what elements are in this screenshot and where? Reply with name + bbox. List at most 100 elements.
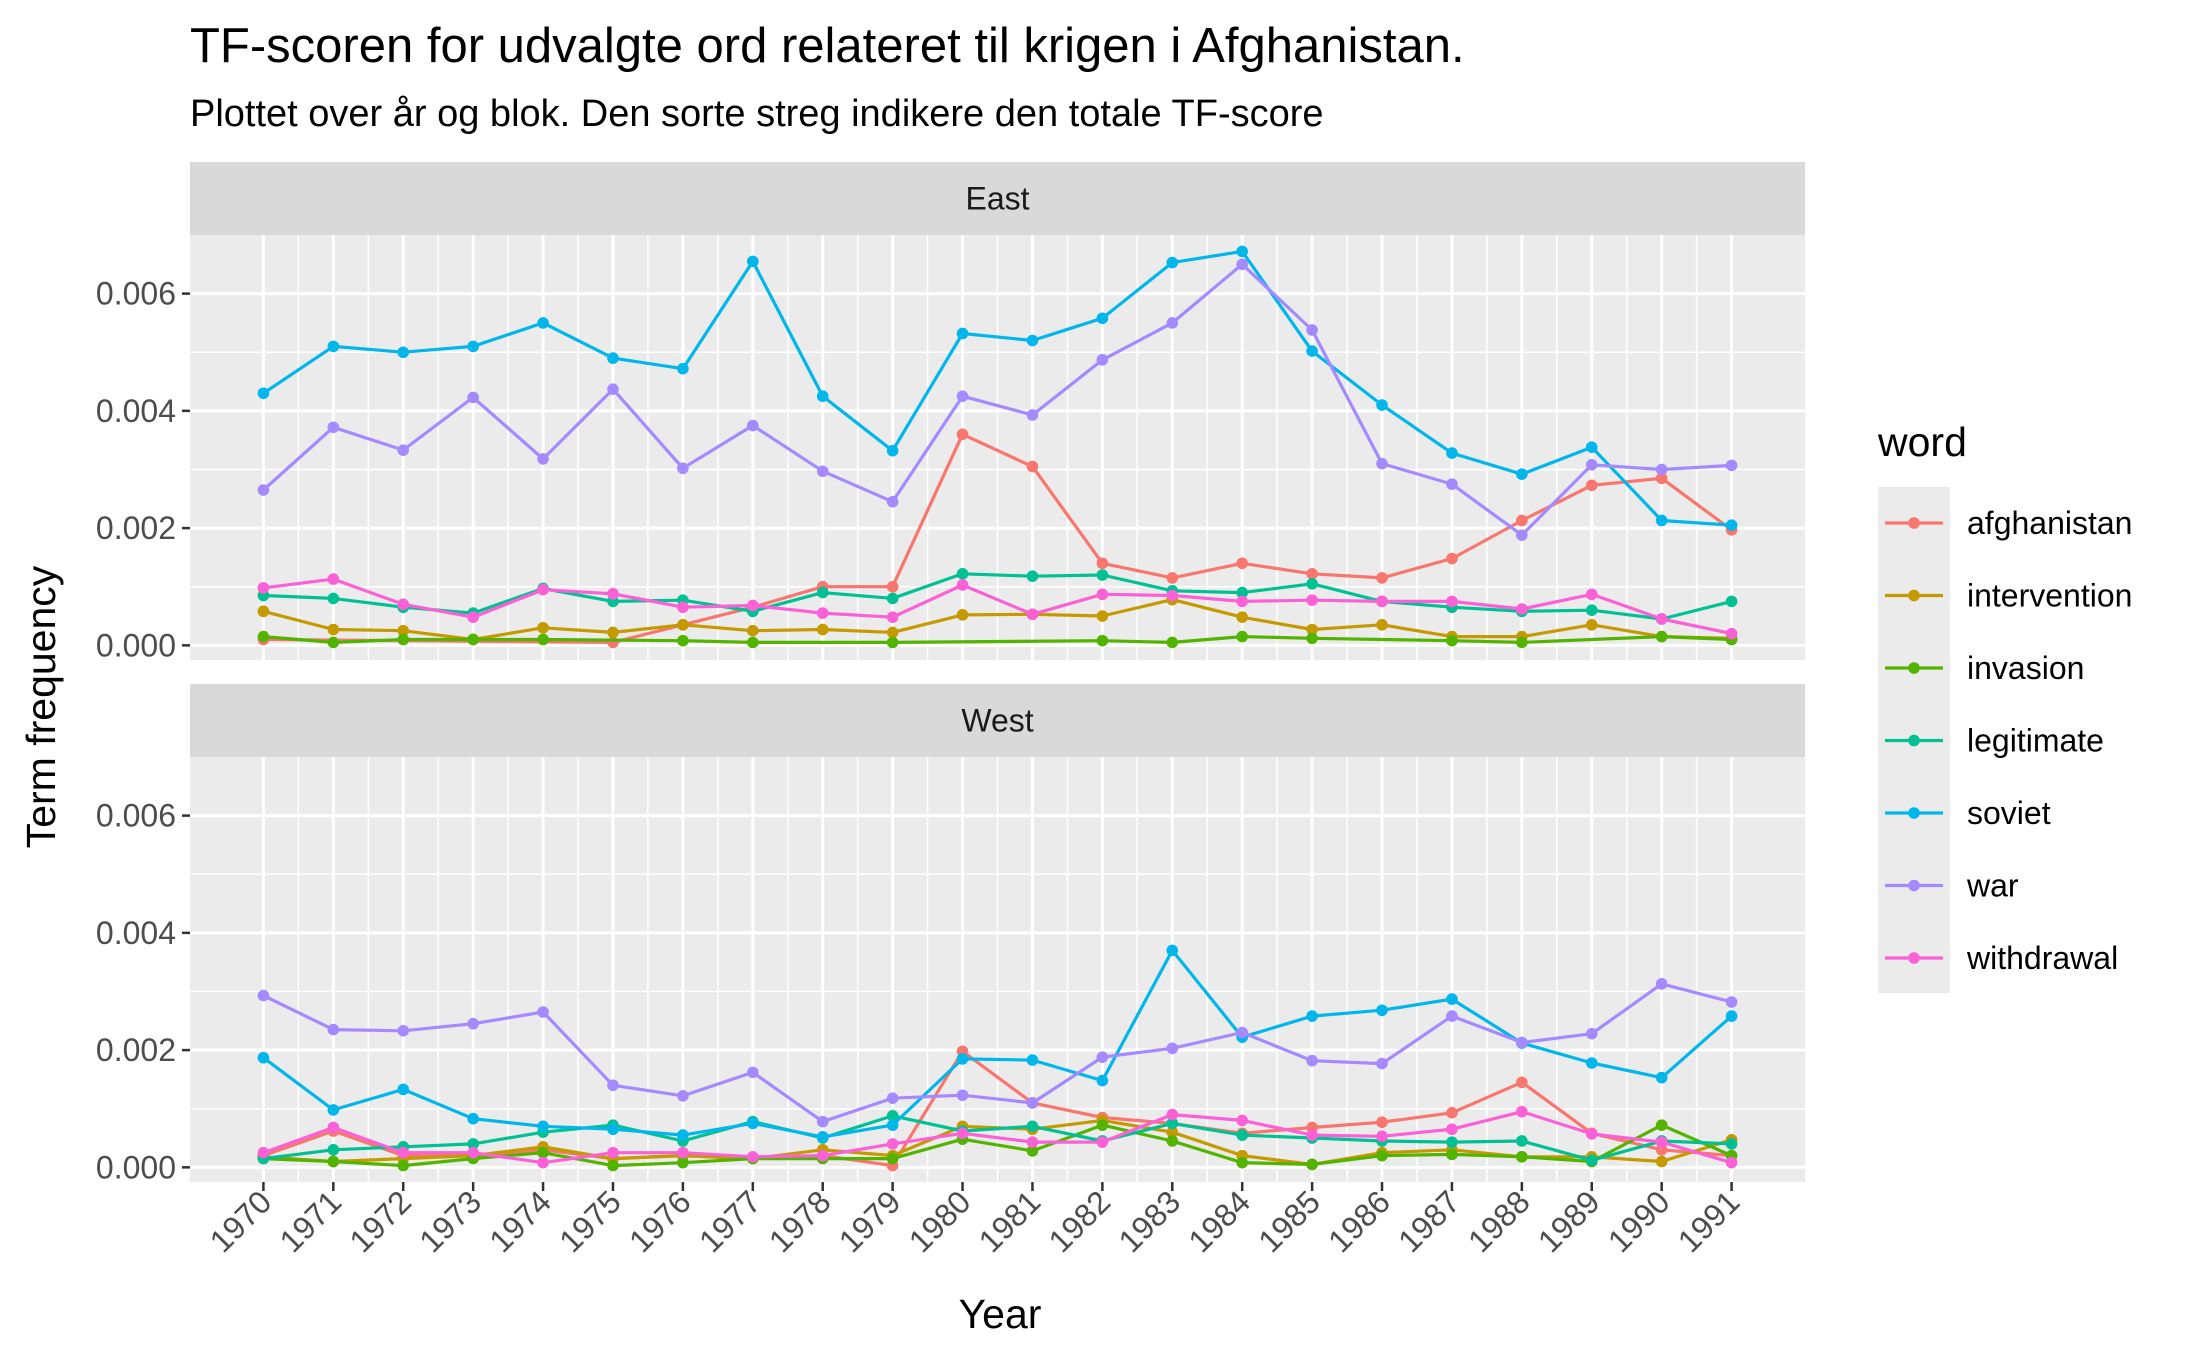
data-point — [677, 1156, 689, 1169]
data-point — [886, 1109, 899, 1122]
data-point — [886, 1138, 899, 1150]
data-point — [956, 428, 969, 441]
data-point — [886, 592, 899, 605]
data-point — [1585, 1128, 1598, 1140]
data-point — [1306, 345, 1318, 357]
data-point — [327, 1121, 340, 1134]
data-point — [747, 599, 759, 612]
series-line — [263, 577, 1732, 636]
x-axis-title: Year — [959, 1291, 1042, 1337]
data-point — [1516, 603, 1528, 615]
series-line — [262, 262, 1732, 537]
data-point — [1166, 636, 1179, 649]
x-tick-label: 1981 — [972, 1183, 1048, 1259]
facet-strip-label: West — [961, 703, 1033, 739]
data-point — [886, 1092, 899, 1104]
series-withdrawal — [257, 1105, 1738, 1169]
data-point — [607, 1159, 619, 1172]
data-point — [467, 1112, 479, 1125]
data-point — [886, 636, 899, 649]
data-point — [607, 587, 619, 600]
data-point — [257, 582, 270, 594]
data-point — [1236, 586, 1248, 599]
data-point — [677, 1090, 689, 1102]
data-point — [886, 1119, 899, 1131]
data-point — [1446, 1148, 1458, 1161]
data-point — [537, 633, 549, 646]
data-point — [1166, 1108, 1179, 1121]
data-point — [886, 626, 899, 639]
data-point — [607, 626, 619, 639]
data-point — [1725, 519, 1738, 531]
series-war — [257, 978, 1738, 1128]
data-point — [1096, 610, 1109, 622]
data-point — [607, 1123, 619, 1136]
data-point — [677, 362, 689, 375]
data-point — [327, 421, 340, 434]
data-point — [257, 1051, 270, 1064]
x-tick-label: 1986 — [1321, 1183, 1397, 1259]
series-line — [262, 1110, 1733, 1165]
data-point — [1655, 630, 1668, 643]
data-point — [956, 1089, 969, 1102]
legend-label: legitimate — [1967, 723, 2104, 759]
data-point — [1725, 595, 1738, 608]
data-point — [1096, 634, 1109, 647]
data-point — [1026, 334, 1039, 347]
data-point — [886, 611, 899, 624]
data-point — [816, 1149, 829, 1162]
data-point — [816, 586, 829, 599]
legend-key-point — [1908, 952, 1920, 964]
data-point — [1725, 627, 1738, 640]
data-point — [1306, 1129, 1318, 1141]
y-tick-label: 0.004 — [96, 393, 176, 429]
data-point — [747, 1066, 759, 1079]
data-point — [1376, 1116, 1388, 1129]
data-point — [747, 636, 759, 649]
data-point — [1585, 1027, 1598, 1040]
data-point — [467, 1017, 479, 1030]
legend-item-soviet: soviet — [1885, 795, 2051, 831]
data-point — [816, 390, 829, 403]
y-tick-label: 0.002 — [96, 1032, 176, 1068]
data-point — [1236, 258, 1248, 271]
data-point — [1026, 1145, 1039, 1157]
data-point — [1376, 595, 1388, 608]
data-point — [327, 623, 340, 636]
x-tick-label: 1985 — [1251, 1183, 1327, 1259]
data-point — [1585, 588, 1598, 601]
data-point — [1026, 1120, 1039, 1133]
data-point — [467, 611, 479, 624]
data-point — [1306, 324, 1318, 336]
data-point — [537, 1120, 549, 1133]
data-point — [1096, 557, 1109, 570]
series-war — [257, 258, 1738, 541]
data-point — [1166, 589, 1179, 602]
data-point — [607, 1079, 619, 1092]
legend-key-point — [1908, 807, 1920, 819]
data-point — [956, 1127, 969, 1140]
data-point — [886, 580, 899, 593]
legend-item-withdrawal: withdrawal — [1885, 940, 2118, 976]
data-point — [397, 346, 410, 359]
data-point — [1655, 463, 1668, 476]
data-point — [1306, 568, 1318, 580]
data-point — [1236, 1114, 1248, 1127]
data-point — [607, 352, 619, 364]
data-point — [1446, 478, 1458, 490]
x-axis: 1970197119721973197419751976197719781979… — [203, 1182, 1747, 1259]
data-point — [677, 1146, 689, 1159]
data-point — [1446, 993, 1458, 1005]
data-point — [467, 1138, 479, 1150]
x-tick-label: 1971 — [272, 1183, 348, 1259]
legend-label: invasion — [1967, 650, 2084, 686]
data-point — [1516, 1076, 1528, 1089]
legend-label: intervention — [1967, 578, 2132, 614]
data-point — [956, 1053, 969, 1065]
data-point — [397, 1083, 410, 1096]
y-tick-label: 0.006 — [96, 798, 176, 834]
data-point — [537, 621, 549, 634]
data-point — [1236, 1129, 1248, 1141]
data-point — [956, 609, 969, 621]
legend-label: afghanistan — [1967, 505, 2132, 541]
